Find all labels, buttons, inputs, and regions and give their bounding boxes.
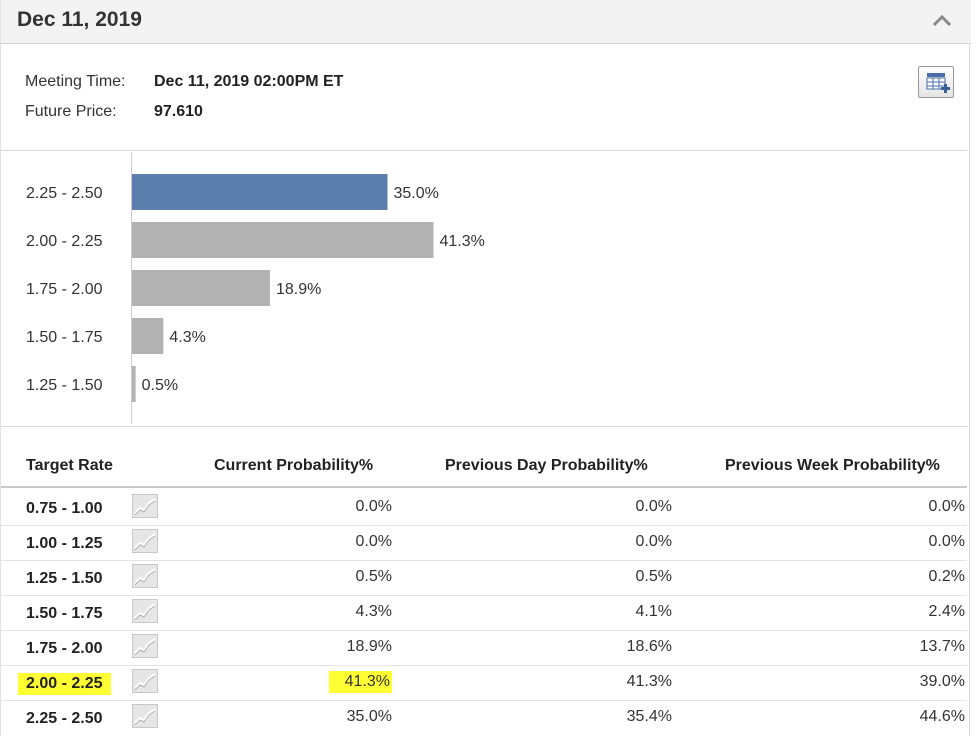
- chart-value-label: 35.0%: [394, 185, 439, 202]
- chart-bar: [132, 366, 136, 402]
- table-row: 2.00 - 2.25 41.3% 41.3% 39.0%: [1, 665, 967, 700]
- chart-bar: [132, 270, 270, 306]
- previous-week-probability-cell: 44.6%: [919, 708, 965, 725]
- row-divider: [1, 665, 967, 666]
- table-row: 1.75 - 2.00 18.9% 18.6% 13.7%: [1, 630, 967, 665]
- chart-value-label: 41.3%: [439, 233, 484, 250]
- info-divider: [1, 150, 967, 151]
- previous-week-probability-cell: 0.0%: [928, 498, 965, 515]
- current-probability-cell: 0.0%: [355, 533, 392, 550]
- previous-week-probability-cell: 13.7%: [919, 638, 965, 655]
- row-divider: [1, 595, 967, 596]
- chart-category-label: 1.50 - 1.75: [26, 329, 103, 346]
- target-rate-cell: 2.25 - 2.50: [26, 710, 103, 727]
- meeting-time-label: Meeting Time:: [25, 73, 126, 90]
- chart-divider: [1, 426, 967, 427]
- target-rate-cell: 2.00 - 2.25: [18, 673, 111, 695]
- previous-day-probability-cell: 41.3%: [626, 673, 672, 690]
- line-chart-icon[interactable]: [132, 599, 158, 623]
- chart-category-label: 2.25 - 2.50: [26, 185, 103, 202]
- row-divider: [1, 525, 967, 526]
- chart-value-label: 18.9%: [276, 281, 321, 298]
- meeting-time-row: Meeting Time: Dec 11, 2019 02:00PM ET: [25, 73, 343, 91]
- table-row: 1.50 - 1.75 4.3% 4.1% 2.4%: [1, 595, 967, 630]
- line-chart-icon[interactable]: [132, 634, 158, 658]
- line-chart-icon[interactable]: [132, 494, 158, 518]
- future-price-value: 97.610: [154, 103, 203, 120]
- target-rate-cell: 1.50 - 1.75: [26, 605, 103, 622]
- target-rate-cell: 1.00 - 1.25: [26, 535, 103, 552]
- row-divider: [1, 560, 967, 561]
- chart-bar: [132, 318, 164, 354]
- future-price-label: Future Price:: [25, 103, 117, 120]
- table-header-rule: [1, 486, 967, 488]
- previous-day-probability-cell: 18.6%: [626, 638, 672, 655]
- probability-bar-chart: 2.25 - 2.50 35.0% 2.00 - 2.25 41.3% 1.75 - 2…: [26, 152, 485, 424]
- target-rate-cell: 1.75 - 2.00: [26, 640, 103, 657]
- chart-bar: [132, 174, 388, 210]
- previous-week-probability-cell: 0.2%: [928, 568, 965, 585]
- row-divider: [1, 700, 967, 701]
- chart-category-label: 1.75 - 2.00: [26, 281, 103, 298]
- previous-week-probability-cell: 0.0%: [928, 533, 965, 550]
- table-add-icon: [926, 73, 950, 93]
- target-rate-cell: 0.75 - 1.00: [26, 500, 103, 517]
- current-probability-cell: 0.5%: [355, 568, 392, 585]
- chart-category-label: 1.25 - 1.50: [26, 377, 103, 394]
- current-probability-cell: 35.0%: [346, 708, 392, 725]
- current-probability-cell: 41.3%: [328, 671, 392, 693]
- column-header-target-rate: Target Rate: [26, 457, 113, 474]
- line-chart-icon[interactable]: [132, 564, 158, 588]
- table-row: 2.25 - 2.50 35.0% 35.4% 44.6%: [1, 700, 967, 735]
- previous-day-probability-cell: 0.0%: [635, 533, 672, 550]
- current-probability-cell: 18.9%: [346, 638, 392, 655]
- line-chart-icon[interactable]: [132, 704, 158, 728]
- previous-day-probability-cell: 0.0%: [635, 498, 672, 515]
- current-probability-cell: 0.0%: [355, 498, 392, 515]
- chart-value-label: 4.3%: [169, 329, 205, 346]
- column-header-previous-week-probability: Previous Week Probability%: [725, 457, 940, 474]
- column-header-previous-day-probability: Previous Day Probability%: [445, 457, 648, 474]
- line-chart-icon[interactable]: [132, 669, 158, 693]
- row-divider: [1, 630, 967, 631]
- previous-week-probability-cell: 39.0%: [919, 673, 965, 690]
- previous-day-probability-cell: 0.5%: [635, 568, 672, 585]
- previous-day-probability-cell: 35.4%: [626, 708, 672, 725]
- line-chart-icon[interactable]: [132, 529, 158, 553]
- future-price-row: Future Price: 97.610: [25, 103, 203, 121]
- chart-value-label: 0.5%: [142, 377, 178, 394]
- previous-day-probability-cell: 4.1%: [635, 603, 672, 620]
- export-table-button[interactable]: [918, 66, 954, 98]
- column-header-current-probability: Current Probability%: [214, 457, 374, 474]
- previous-week-probability-cell: 2.4%: [928, 603, 965, 620]
- chart-category-label: 2.00 - 2.25: [26, 233, 103, 250]
- table-row: 1.00 - 1.25 0.0% 0.0% 0.0%: [1, 525, 967, 560]
- chevron-up-icon[interactable]: [929, 10, 955, 32]
- current-probability-cell: 4.3%: [355, 603, 392, 620]
- meeting-date-title: Dec 11, 2019: [17, 8, 142, 31]
- table-row: 1.25 - 1.50 0.5% 0.5% 0.2%: [1, 560, 967, 595]
- chart-bar: [132, 222, 434, 258]
- target-rate-cell: 1.25 - 1.50: [26, 570, 103, 587]
- panel-header[interactable]: Dec 11, 2019: [1, 0, 971, 44]
- meeting-time-value: Dec 11, 2019 02:00PM ET: [154, 73, 344, 90]
- table-row: 0.75 - 1.00 0.0% 0.0% 0.0%: [1, 490, 967, 525]
